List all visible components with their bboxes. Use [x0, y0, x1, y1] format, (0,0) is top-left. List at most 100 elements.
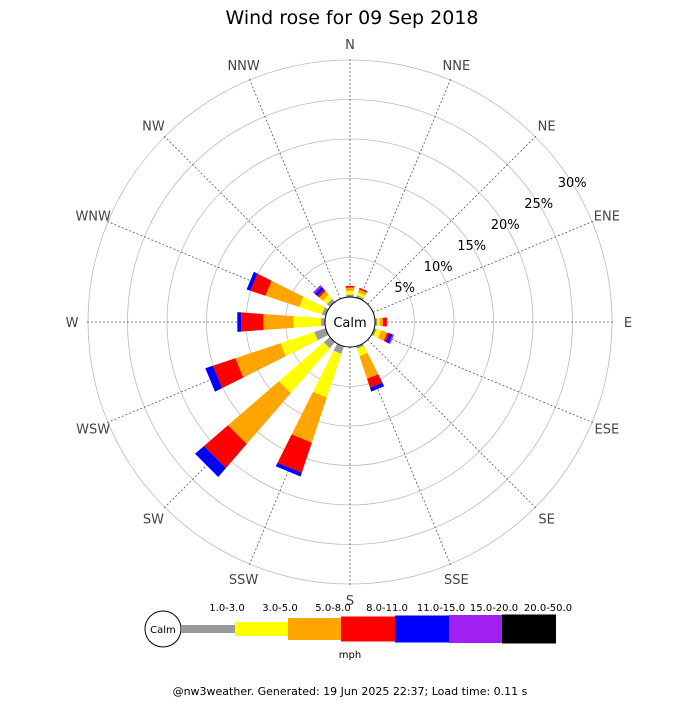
- bar-e-bin-3: [379, 317, 383, 327]
- footer-text: @nw3weather. Generated: 19 Jun 2025 22:3…: [173, 685, 528, 698]
- legend-swatch-bin-3: [288, 618, 341, 640]
- legend-label-bin-7: 20.0-50.0: [524, 603, 572, 614]
- bar-ssw-bin-5: [275, 462, 302, 477]
- direction-label-w: W: [66, 316, 79, 331]
- bar-sse-bin-1: [356, 343, 364, 349]
- ring-label-5: 25%: [524, 197, 553, 212]
- direction-label-sw: SW: [143, 513, 164, 528]
- grid-ring-3: [206, 178, 494, 466]
- bar-nne-bin-2: [357, 292, 366, 299]
- bar-ese-bin-3: [378, 330, 388, 341]
- direction-labels: N NNE NE ENE E ESE SE SSE S SSW SW WSW W WNW NW NNW: [66, 38, 633, 609]
- bar-sw-bin-5: [195, 446, 226, 477]
- bar-ese-bin-6: [388, 334, 394, 345]
- bar-nw-bin-4: [317, 289, 326, 298]
- ring-label-6: 30%: [558, 176, 587, 191]
- ring-labels: 5% 10% 15% 20% 25% 30%: [394, 176, 586, 296]
- direction-label-wnw: WNW: [75, 210, 111, 225]
- bar-sse-bin-5: [370, 382, 385, 392]
- bar-sw-bin-4: [204, 425, 247, 468]
- legend-swatch-bin-1: [181, 625, 235, 633]
- bar-ssw-bin-4: [277, 434, 312, 473]
- bar-ese-bin-2: [373, 329, 382, 339]
- wind-bars: [195, 271, 394, 477]
- legend-label-bin-5: 11.0-15.0: [417, 603, 465, 614]
- direction-label-nnw: NNW: [227, 59, 259, 74]
- bar-n-bin-2: [345, 290, 355, 295]
- bar-wsw-bin-2: [280, 332, 318, 357]
- legend-swatch-bin-4: [341, 616, 395, 642]
- legend-label-bin-3: 5.0-8.0: [315, 603, 350, 614]
- bar-ssw-bin-3: [291, 391, 327, 443]
- bar-w-bin-3: [263, 314, 294, 330]
- direction-label-nne: NNE: [443, 59, 471, 74]
- bar-wsw-bin-5: [205, 365, 223, 392]
- bar-ssw-bin-1: [333, 343, 344, 354]
- direction-label-nw: NW: [142, 119, 165, 134]
- bar-n-bin-3: [345, 287, 355, 291]
- direction-label-wsw: WSW: [76, 422, 110, 437]
- bar-ese-bin-4: [383, 332, 390, 342]
- ring-label-1: 5%: [394, 281, 415, 296]
- bar-e-bin-1: [375, 318, 378, 326]
- legend-label-bin-1: 1.0-3.0: [209, 603, 244, 614]
- bar-wnw-bin-2: [299, 296, 325, 315]
- bar-wnw-bin-5: [246, 271, 258, 291]
- legend-calm-label: Calm: [150, 625, 176, 636]
- legend-swatch-bin-2: [235, 622, 288, 636]
- bar-ese-bin-1: [371, 328, 377, 336]
- bar-n-bin-1: [346, 294, 354, 297]
- direction-label-ssw: SSW: [229, 573, 259, 588]
- bar-w-bin-4: [241, 312, 264, 332]
- bar-w-bin-2: [293, 316, 322, 328]
- bar-sse-bin-3: [359, 352, 379, 379]
- bar-wnw-bin-3: [265, 280, 304, 307]
- bar-e-bin-4: [382, 317, 387, 327]
- direction-label-s: S: [346, 594, 354, 609]
- spoke-se: [367, 339, 537, 509]
- bar-w-bin-5: [237, 312, 242, 332]
- direction-label-ene: ENE: [594, 210, 620, 225]
- polar-grid: [86, 58, 614, 586]
- bar-wsw-bin-1: [314, 328, 329, 341]
- bar-wsw-bin-4: [212, 358, 244, 389]
- direction-label-sse: SSE: [444, 573, 469, 588]
- bar-n-bin-4: [345, 285, 355, 288]
- chart-title: Wind rose for 09 Sep 2018: [225, 7, 478, 29]
- legend-swatch-bin-7: [502, 614, 556, 644]
- ring-label-4: 20%: [491, 218, 520, 233]
- speed-legend: Calm 1.0-3.0 3.0-5.0 5.0-8.0 8.0-11.0 11.0-15…: [144, 603, 572, 648]
- bar-sse-bin-4: [367, 374, 383, 388]
- bar-wnw-bin-1: [321, 307, 329, 316]
- bar-nw-bin-3: [319, 291, 329, 301]
- bar-ssw-bin-2: [313, 350, 342, 398]
- bar-nw-bin-2: [322, 294, 333, 305]
- direction-label-ne: NE: [538, 119, 556, 134]
- bar-sse-bin-2: [357, 345, 368, 357]
- bar-w-bin-1: [321, 318, 325, 326]
- legend-swatch-bin-6: [449, 615, 502, 643]
- bar-e-bin-2: [377, 318, 380, 326]
- bar-nne-bin-1: [356, 295, 364, 301]
- legend-label-bin-4: 8.0-11.0: [366, 603, 408, 614]
- legend-label-bin-2: 3.0-5.0: [262, 603, 297, 614]
- direction-label-e: E: [624, 316, 632, 331]
- legend-label-bin-6: 15.0-20.0: [470, 603, 518, 614]
- calm-label: Calm: [333, 316, 366, 331]
- bar-nne-bin-3: [358, 289, 367, 296]
- calm-center: Calm: [324, 296, 376, 348]
- legend-unit-label: mph: [339, 650, 361, 661]
- direction-label-n: N: [345, 38, 355, 53]
- bar-sw-bin-3: [228, 381, 291, 444]
- calm-circle: [324, 296, 376, 348]
- bar-sw-bin-2: [278, 342, 330, 394]
- ring-label-3: 15%: [457, 239, 486, 254]
- legend-swatch-bin-5: [395, 615, 449, 643]
- bar-nw-bin-6: [313, 285, 322, 294]
- bar-wnw-bin-4: [250, 273, 272, 296]
- bar-ese-bin-5: [385, 333, 393, 344]
- bar-nw-bin-5: [314, 286, 324, 296]
- bar-wsw-bin-3: [235, 343, 286, 378]
